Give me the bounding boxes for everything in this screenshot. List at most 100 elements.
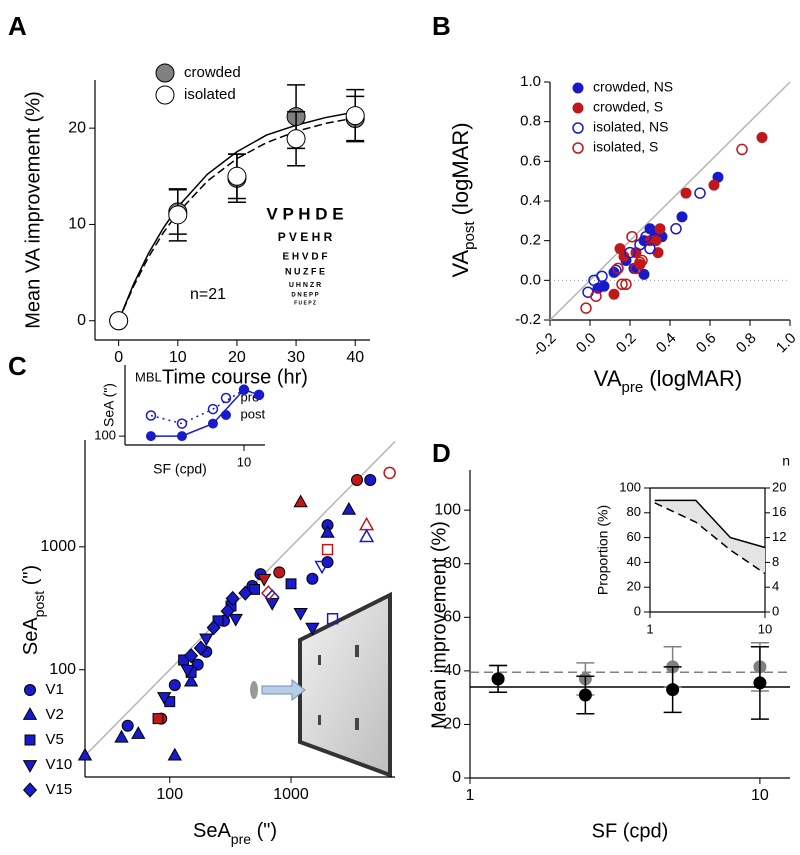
y-tick-label: 60 — [443, 609, 461, 626]
data-point — [580, 302, 592, 314]
data-point — [345, 106, 365, 126]
target-glyph — [355, 718, 359, 730]
data-point — [167, 747, 182, 761]
x-tick-label: 0.8 — [733, 330, 760, 357]
y2-tick-label: 4 — [772, 579, 779, 594]
eye-chart-row: D N E P P — [291, 293, 318, 299]
data-point — [220, 603, 235, 619]
annotation: n=21 — [190, 286, 226, 303]
data-point — [694, 187, 706, 199]
target-glyph — [318, 655, 321, 665]
data-point — [636, 254, 648, 267]
axis-label: SeApost (") — [20, 565, 46, 655]
data-point — [273, 566, 286, 579]
data-point — [634, 238, 646, 251]
data-point — [670, 223, 682, 235]
legend-label: V1 — [46, 681, 64, 698]
data-point — [618, 251, 630, 263]
eye-chart-row: V P H D E — [266, 204, 343, 223]
data-point — [286, 129, 306, 149]
y-tick-label: 60 — [627, 529, 641, 544]
y2-tick-label: 8 — [772, 554, 779, 569]
data-point — [109, 311, 129, 331]
data-point — [598, 280, 610, 292]
legend-marker — [155, 85, 175, 105]
x-tick-label: 0.4 — [653, 330, 680, 357]
axis-label-part: (logMAR) — [643, 366, 742, 391]
data-point — [157, 692, 172, 705]
axis-label-part: (") — [20, 565, 42, 591]
inset-title: MBL — [135, 369, 162, 384]
y-tick-label: 40 — [443, 662, 461, 679]
data-point — [228, 613, 243, 627]
data-point — [341, 501, 357, 515]
data-point — [654, 223, 666, 235]
eye-icon — [250, 681, 258, 699]
eye-chart-row: U H N Z R — [289, 282, 321, 289]
y-tick-label: 1000 — [40, 538, 76, 555]
data-point — [314, 560, 330, 575]
axis-label-part: post — [31, 591, 47, 618]
target-glyph — [355, 645, 359, 657]
data-point — [736, 143, 748, 156]
axis-label-part: VA — [594, 366, 622, 391]
data-point — [680, 187, 692, 199]
data-point — [612, 262, 624, 275]
panel-letter: B — [432, 11, 451, 41]
data-point — [351, 473, 364, 486]
x-tick-label: 0.6 — [693, 330, 720, 357]
data-point — [708, 179, 720, 191]
data-point — [184, 648, 199, 664]
axis-label: Proportion (%) — [595, 505, 611, 595]
axis-label: SF (cpd) — [153, 461, 207, 477]
fit-curve — [117, 117, 356, 322]
data-point — [293, 607, 308, 621]
y-tick-label: 0.8 — [520, 113, 541, 130]
panel-letter: C — [8, 351, 27, 381]
x-tick-label: 0.0 — [573, 330, 600, 357]
data-point — [608, 288, 620, 300]
eye-chart-row: F U E P Z — [294, 300, 316, 306]
legend-label: crowded, S — [593, 99, 663, 115]
axis-label: SeA (") — [101, 383, 117, 427]
data-point — [206, 620, 221, 636]
y-tick-label: 80 — [627, 504, 641, 519]
data-point — [676, 211, 688, 223]
legend-label: V10 — [46, 756, 73, 773]
data-point — [305, 622, 320, 636]
data-point — [753, 676, 767, 690]
data-point — [199, 633, 214, 647]
x-tick-label: 100 — [156, 786, 183, 803]
axis-label-part: (logMAR) — [448, 122, 473, 221]
data-point — [180, 664, 195, 678]
legend-label: crowded, NS — [593, 79, 673, 95]
data-point — [630, 262, 642, 275]
axis-label-part: (") — [251, 820, 277, 842]
data-point — [620, 278, 632, 291]
series-line — [654, 502, 766, 575]
x-tick-label: 10 — [237, 454, 251, 469]
data-point — [383, 466, 396, 480]
data-point — [616, 278, 628, 291]
y-tick-label: 100 — [434, 501, 461, 518]
y-tick-label: 10 — [68, 216, 86, 233]
y-tick-label: 100 — [49, 661, 76, 678]
data-point — [145, 431, 156, 442]
legend-marker — [572, 102, 584, 114]
axis-label-part: pre — [231, 831, 251, 847]
x-tick-label: 1 — [646, 621, 653, 636]
data-point — [756, 132, 768, 144]
y-tick-label: 0 — [77, 312, 86, 329]
y-tick-label: 100 — [619, 479, 641, 494]
legend-marker — [220, 392, 232, 404]
data-point — [578, 688, 592, 702]
axis-label-part: pre — [622, 379, 644, 396]
identity-line — [84, 440, 396, 757]
fit-curve — [117, 111, 356, 322]
legend-marker — [572, 142, 584, 154]
x-tick-label: 0 — [114, 349, 123, 366]
y-tick-label: 0.0 — [520, 271, 541, 288]
y-tick-label: 0 — [452, 769, 461, 786]
eye-chart-row: P V E H R — [278, 230, 333, 244]
